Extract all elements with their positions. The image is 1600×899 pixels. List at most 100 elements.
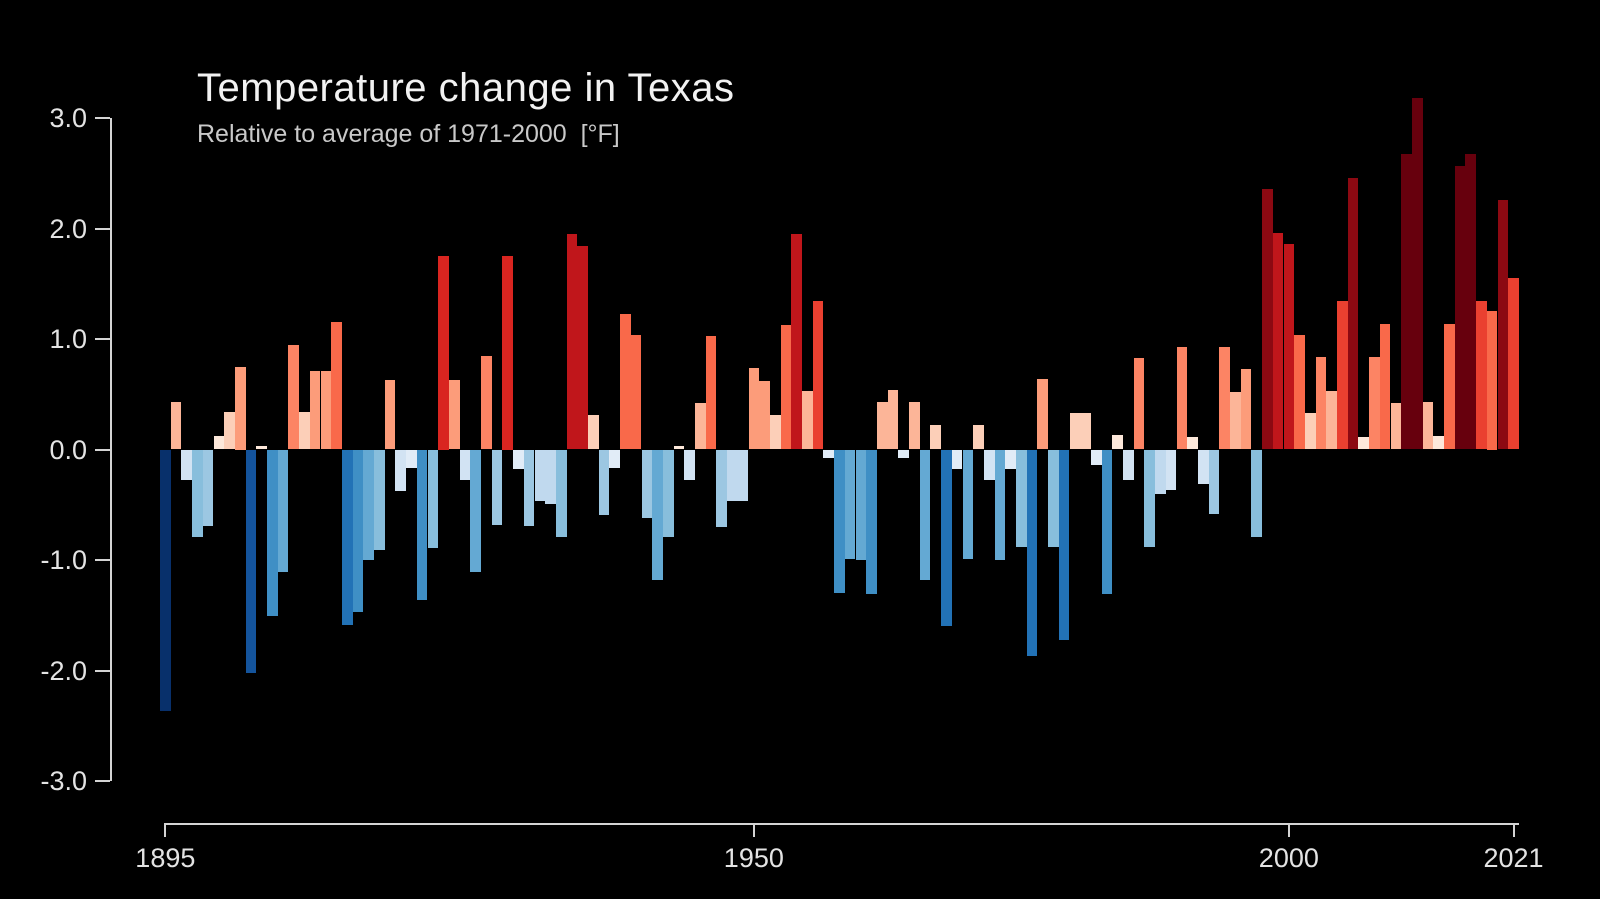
bar-1974	[1005, 449, 1016, 470]
bar-1940	[641, 449, 653, 518]
bar-1908	[299, 411, 310, 450]
bar-1896	[170, 401, 182, 450]
chart-subtitle: Relative to average of 1971-2000 [°F]	[197, 120, 620, 148]
bar-1939	[630, 334, 642, 450]
bar-1912	[341, 449, 353, 626]
y-tick	[95, 780, 110, 782]
bar-1895	[160, 449, 171, 712]
bar-1914	[363, 449, 374, 560]
y-tick	[95, 227, 110, 230]
x-tick-label-1895: 1895	[135, 843, 196, 873]
bar-1904	[256, 446, 267, 450]
bar-1947	[716, 449, 728, 527]
bar-1944	[684, 449, 695, 481]
bar-1921	[438, 256, 449, 450]
bar-1998	[1262, 188, 1273, 450]
bar-1956	[812, 301, 824, 450]
bar-2003	[1315, 356, 1327, 450]
bar-1933	[566, 234, 578, 450]
bar-1959	[844, 449, 856, 559]
y-axis-line	[110, 118, 112, 781]
x-tick	[1512, 823, 1515, 837]
bar-1996	[1240, 368, 1252, 450]
bar-1949	[737, 449, 749, 502]
bar-1928	[513, 449, 524, 470]
bar-1943	[673, 446, 685, 450]
bar-1925	[481, 355, 492, 450]
bar-1951	[759, 380, 770, 450]
bar-2009	[1379, 323, 1391, 450]
x-tick	[752, 823, 755, 837]
bar-2007	[1358, 437, 1370, 450]
bar-2017	[1465, 154, 1477, 450]
y-tick	[95, 448, 110, 451]
bar-1918	[406, 449, 417, 469]
bar-1955	[802, 390, 813, 450]
bar-1906	[277, 449, 289, 573]
bar-1973	[994, 449, 1006, 560]
bar-1941	[652, 449, 663, 580]
bar-2015	[1444, 323, 1455, 450]
bar-1961	[866, 449, 877, 595]
bar-1927	[502, 256, 514, 450]
bar-1926	[491, 449, 503, 525]
bar-1909	[309, 371, 321, 450]
bar-1994	[1219, 346, 1230, 450]
bar-1984	[1112, 435, 1123, 450]
y-tick	[95, 338, 110, 340]
bar-2000	[1283, 243, 1295, 450]
bar-2020	[1497, 199, 1509, 450]
bar-1945	[695, 403, 706, 450]
bar-1903	[245, 449, 257, 673]
bar-2005	[1337, 301, 1348, 450]
bar-1977	[1037, 378, 1049, 450]
x-axis-line	[165, 823, 1519, 825]
y-tick	[95, 669, 110, 672]
bar-1953	[780, 324, 792, 450]
y-tick-label-2.0: 2.0	[49, 213, 87, 244]
bar-1980	[1069, 413, 1081, 450]
bar-1950	[748, 367, 760, 450]
x-tick	[1287, 823, 1290, 837]
bar-1919	[416, 449, 428, 600]
bar-1897	[181, 449, 193, 481]
bar-1986	[1133, 357, 1145, 450]
chart-title: Temperature change in Texas	[197, 66, 735, 110]
bar-1905	[267, 449, 278, 617]
y-tick-label-0.0: 0.0	[49, 434, 87, 465]
bar-1915	[374, 449, 385, 551]
bar-1987	[1144, 449, 1156, 547]
x-tick	[164, 823, 167, 837]
bar-1970	[962, 449, 974, 559]
bar-1997	[1251, 449, 1263, 537]
bar-2019	[1486, 311, 1498, 450]
y-tick-label--3.0: -3.0	[40, 766, 87, 796]
y-tick-label--2.0: -2.0	[40, 655, 87, 686]
bar-1978	[1048, 449, 1059, 547]
x-tick-label-2021: 2021	[1483, 843, 1544, 873]
bar-1979	[1058, 449, 1070, 640]
bar-1911	[331, 322, 342, 450]
bar-1982	[1090, 449, 1102, 465]
bar-1920	[427, 449, 439, 548]
bar-1937	[609, 449, 621, 469]
bar-1989	[1165, 449, 1177, 491]
bar-1930	[534, 449, 546, 502]
y-tick	[95, 559, 110, 561]
bar-2016	[1454, 165, 1466, 450]
bar-1976	[1026, 449, 1038, 657]
bar-2010	[1390, 403, 1402, 450]
bar-1898	[192, 449, 203, 537]
bar-1902	[234, 366, 246, 450]
bar-1954	[791, 234, 802, 450]
bar-1931	[545, 449, 556, 504]
bar-1964	[898, 449, 909, 459]
bar-2006	[1347, 177, 1359, 450]
bar-1910	[320, 371, 332, 450]
y-tick-label-3.0: 3.0	[49, 103, 87, 133]
x-tick-label-2000: 2000	[1258, 843, 1319, 873]
bar-1917	[395, 449, 407, 492]
bar-1968	[941, 449, 952, 627]
bar-1971	[973, 425, 984, 450]
bar-1946	[705, 335, 717, 450]
